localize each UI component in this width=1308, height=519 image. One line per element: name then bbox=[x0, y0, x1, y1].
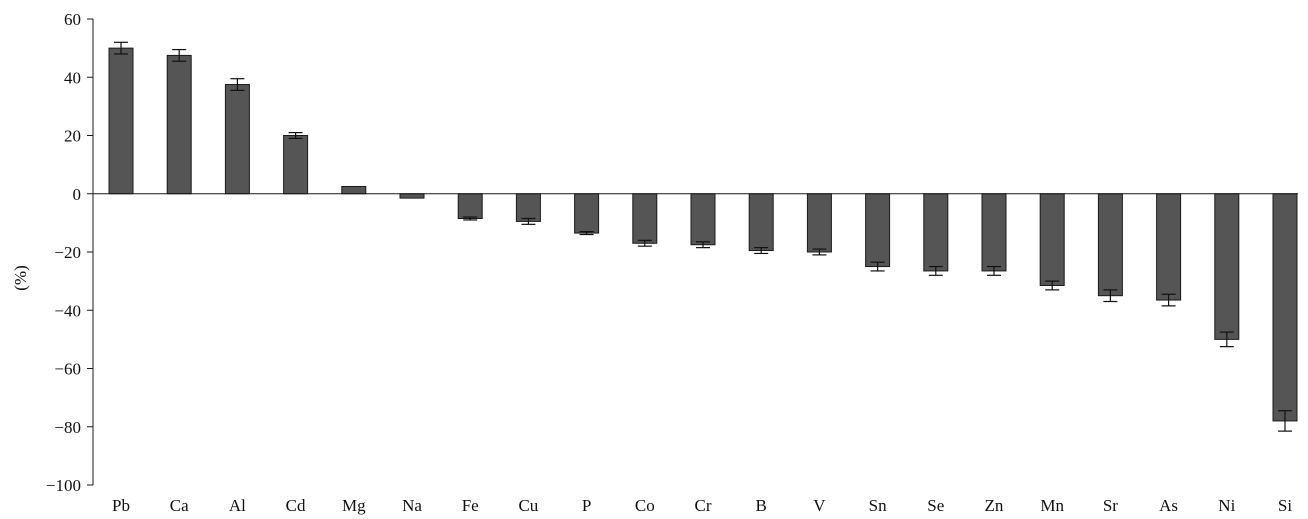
y-tick-label: −20 bbox=[54, 243, 81, 262]
error-bars bbox=[114, 41, 1292, 432]
x-tick-label-v: V bbox=[813, 496, 826, 515]
y-tick-label: −100 bbox=[46, 476, 81, 495]
x-tick-label-si: Si bbox=[1278, 496, 1292, 515]
bar-ni bbox=[1214, 193, 1240, 340]
bar-cd bbox=[283, 135, 309, 195]
error-bar-cr bbox=[696, 241, 710, 249]
y-tick-label: −80 bbox=[54, 418, 81, 437]
error-bar-al bbox=[230, 78, 245, 91]
x-tick-label-mn: Mn bbox=[1040, 496, 1064, 515]
error-bar-fe bbox=[463, 216, 478, 221]
bar-p bbox=[574, 193, 600, 234]
bar-sn bbox=[865, 193, 891, 268]
bar-se bbox=[923, 193, 949, 272]
bar-as bbox=[1156, 193, 1182, 301]
error-bar-zn bbox=[987, 265, 1001, 276]
x-tick-label-b: B bbox=[756, 496, 767, 515]
y-tick-label: 40 bbox=[64, 68, 81, 87]
y-tick-label: −40 bbox=[54, 301, 81, 320]
error-bar-ca bbox=[172, 48, 187, 62]
error-bar-ni bbox=[1219, 331, 1234, 348]
bar-mn bbox=[1039, 193, 1065, 286]
x-tick-label-se: Se bbox=[927, 496, 944, 515]
x-tick-label-co: Co bbox=[635, 496, 655, 515]
y-axis-title: (%) bbox=[11, 265, 30, 290]
error-bar-pb bbox=[114, 41, 128, 55]
bar-v bbox=[806, 193, 832, 253]
x-tick-label-cr: Cr bbox=[695, 496, 712, 515]
bar-si bbox=[1272, 193, 1298, 422]
error-bar-as bbox=[1161, 293, 1176, 307]
bar-cr bbox=[690, 193, 716, 246]
error-bar-b bbox=[754, 247, 769, 255]
x-tick-label-al: Al bbox=[229, 496, 246, 515]
bar-mg bbox=[341, 185, 367, 195]
x-tick-label-zn: Zn bbox=[985, 496, 1004, 515]
error-bar-p bbox=[579, 231, 594, 236]
error-bar-sn bbox=[870, 261, 885, 272]
error-bar-se bbox=[928, 265, 943, 276]
x-tick-label-pb: Pb bbox=[112, 496, 130, 515]
y-axis: 60 40 20 0 −20 −40 −60 −80 −100 bbox=[46, 10, 94, 495]
bar-na bbox=[399, 193, 425, 199]
x-tick-label-fe: Fe bbox=[462, 496, 479, 515]
y-tick-label: −60 bbox=[54, 360, 81, 379]
x-axis-tick-labels: Pb Ca Al Cd Mg Na Fe Cu P Co Cr B V Sn Se Zn Mn Sr As Ni Si bbox=[112, 496, 1292, 515]
error-bar-mn bbox=[1045, 280, 1060, 291]
error-bar-sr bbox=[1103, 289, 1118, 303]
x-tick-label-cd: Cd bbox=[286, 496, 306, 515]
x-tick-label-na: Na bbox=[402, 496, 422, 515]
x-tick-label-ca: Ca bbox=[170, 496, 189, 515]
bar-co bbox=[632, 193, 658, 244]
y-tick-label: 20 bbox=[64, 127, 81, 146]
x-tick-label-sr: Sr bbox=[1103, 496, 1118, 515]
error-bar-co bbox=[637, 239, 652, 247]
bar-b bbox=[748, 193, 774, 252]
error-bar-cd bbox=[288, 131, 303, 140]
y-tick-label: 0 bbox=[73, 185, 82, 204]
bar-ca bbox=[166, 54, 192, 195]
error-bar-si bbox=[1278, 410, 1292, 432]
x-tick-label-p: P bbox=[582, 496, 591, 515]
bar-al bbox=[224, 84, 250, 195]
bars bbox=[108, 47, 1298, 422]
bar-zn bbox=[981, 193, 1007, 272]
x-tick-label-ni: Ni bbox=[1218, 496, 1235, 515]
error-bar-v bbox=[812, 248, 827, 256]
x-tick-label-mg: Mg bbox=[342, 496, 366, 515]
bar-cu bbox=[515, 193, 541, 222]
x-tick-label-cu: Cu bbox=[518, 496, 538, 515]
x-tick-label-sn: Sn bbox=[869, 496, 887, 515]
x-tick-label-as: As bbox=[1159, 496, 1178, 515]
bar-fe bbox=[457, 193, 483, 220]
bar-pb bbox=[108, 47, 134, 195]
y-tick-label: 60 bbox=[64, 10, 81, 29]
error-bar-cu bbox=[521, 217, 536, 225]
bar-sr bbox=[1097, 193, 1123, 297]
